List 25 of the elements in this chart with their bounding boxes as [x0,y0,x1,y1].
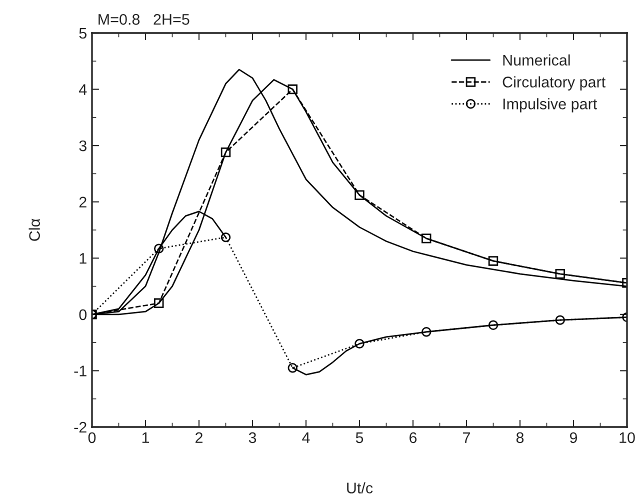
y-tick-label: 5 [79,28,86,39]
legend-label: Circulatory part [502,76,606,91]
y-tick-label: 2 [79,196,86,208]
y-tick-label: -1 [74,366,86,376]
x-tick-label: 4 [302,432,310,443]
x-tick-label: 2 [196,432,202,443]
y-tick-label: 1 [80,253,86,264]
legend-label: Impulsive part [503,98,598,112]
x-tick-label: 0 [88,432,96,444]
legend-label: Numerical [503,54,570,66]
x-axis-title: Ut/c [347,482,373,494]
y-tick-label: 3 [79,140,86,152]
y-tick-label: 0 [79,309,87,320]
x-tick-label: 5 [356,432,364,444]
y-tick-label: 4 [78,84,87,95]
x-tick-label: 7 [463,432,470,443]
y-tick-label: -2 [74,422,86,433]
x-tick-label: 6 [410,432,417,444]
y-axis-title: Clα [28,218,40,241]
x-tick-label: 9 [570,432,578,444]
x-tick-label: 1 [142,432,150,443]
chart-title: M=0.8 2H=5 [98,14,190,25]
x-tick-label: 3 [248,432,256,444]
x-tick-label: 10 [620,432,635,444]
x-tick-label: 8 [516,432,524,444]
